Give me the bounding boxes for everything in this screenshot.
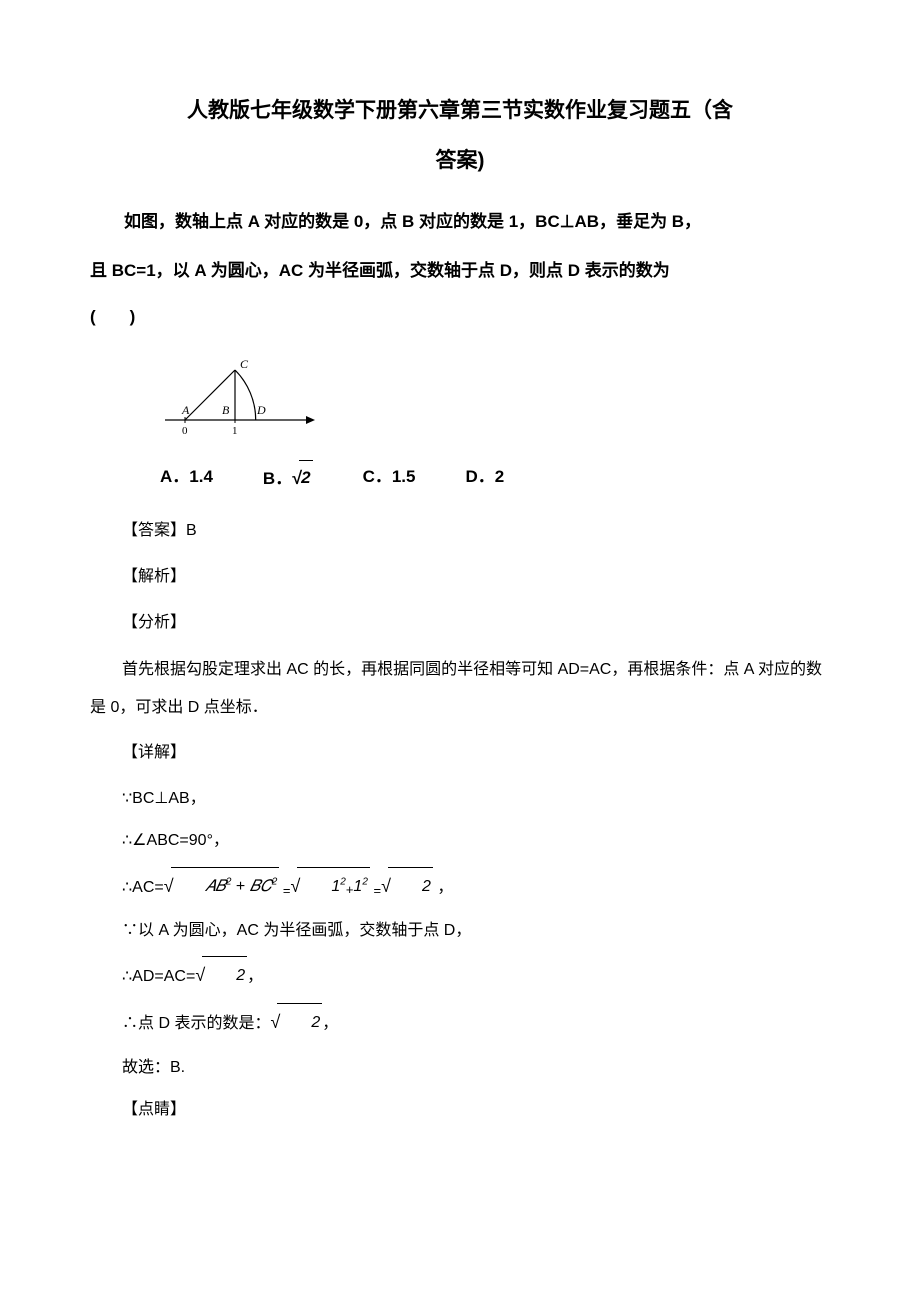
svg-text:C: C [240,357,249,371]
answer-blank: ( ) [90,300,830,334]
step-5: ∴AD=AC=√2， [90,954,830,997]
analysis-label: 【分析】 [90,604,830,642]
svg-text:0: 0 [182,425,188,437]
step-6: ∴点 D 表示的数是：√2， [90,1001,830,1044]
svg-text:B: B [222,403,230,417]
number-line-diagram: A B C D 0 1 [160,340,830,452]
option-c: C．1.5 [363,460,416,496]
svg-text:D: D [256,403,266,417]
option-a: A．1.4 [160,460,213,496]
detail-label: 【详解】 [90,734,830,772]
answer-section: 【答案】B [90,512,830,550]
step-4: ∵以 A 为圆心，AC 为半径画弧，交数轴于点 D， [90,912,830,950]
svg-text:1: 1 [232,425,238,437]
step-7: 故选：B. [90,1049,830,1087]
problem-text-line1: 如图，数轴上点 A 对应的数是 0，点 B 对应的数是 1，BC⊥AB，垂足为 … [90,202,830,243]
step-1: ∵BC⊥AB， [90,780,830,818]
step-2: ∴∠ABC=90°， [90,822,830,860]
answer-options: A．1.4 B．√2 C．1.5 D．2 [160,460,830,496]
problem-text-line2: 且 BC=1，以 A 为圆心，AC 为半径画弧，交数轴于点 D，则点 D 表示的… [90,251,830,292]
option-d: D．2 [465,460,504,496]
step-3: ∴AC=√𝐴𝐵2 + 𝐵𝐶2 =√12+12 =√2 ， [90,865,830,908]
svg-text:A: A [181,403,190,417]
tip-label: 【点睛】 [90,1091,830,1129]
option-b: B．√2 [263,460,313,496]
document-title: 人教版七年级数学下册第六章第三节实数作业复习题五（含 [90,90,830,132]
analysis-text: 首先根据勾股定理求出 AC 的长，再根据同圆的半径相等可知 AD=AC，再根据条… [90,651,830,728]
document-subtitle: 答案) [90,140,830,182]
explain-label: 【解析】 [90,558,830,596]
